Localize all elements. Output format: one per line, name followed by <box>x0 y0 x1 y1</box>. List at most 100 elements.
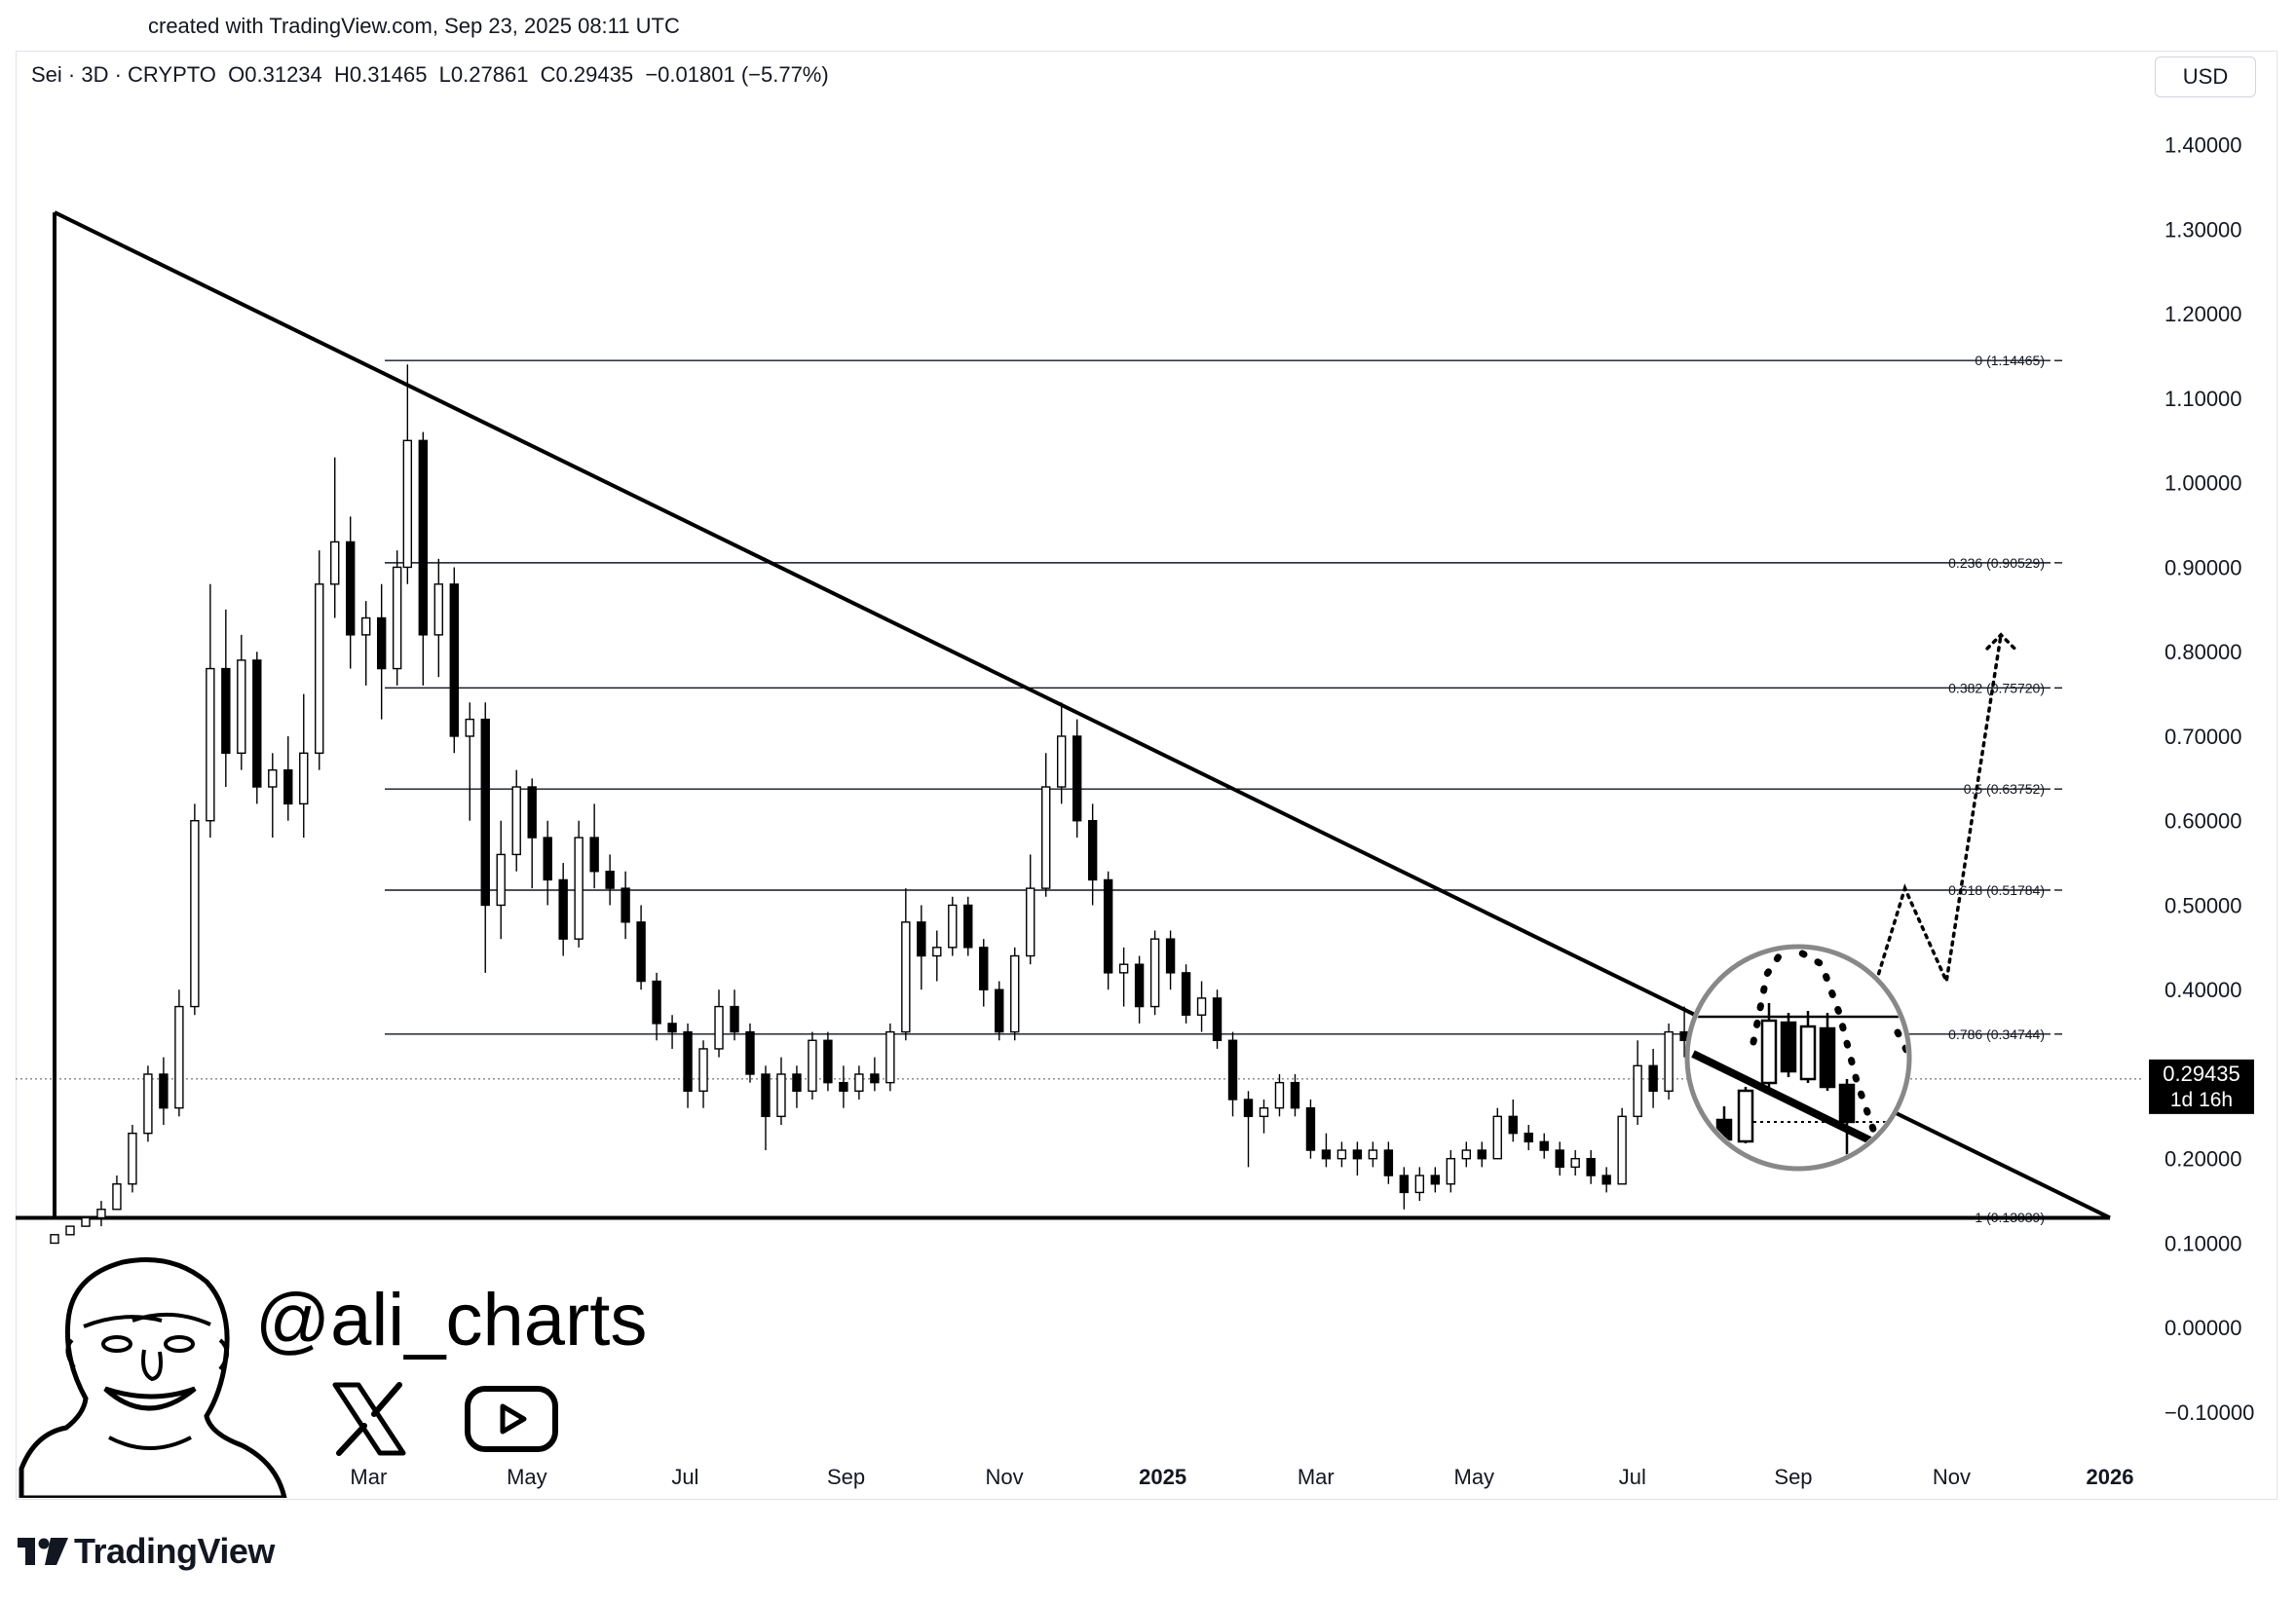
candle <box>268 753 278 839</box>
candle <box>1617 1107 1627 1185</box>
candle-body-up <box>574 837 583 940</box>
candle <box>1368 1141 1378 1168</box>
candle-body-down <box>995 989 1004 1033</box>
candle-body-down <box>683 1030 693 1093</box>
candle-body-up <box>174 1005 184 1109</box>
candle-body-up <box>1010 954 1020 1033</box>
candle <box>1508 1099 1518 1142</box>
candle <box>1181 964 1191 1024</box>
x-icon <box>332 1382 406 1456</box>
candle <box>1227 1031 1238 1117</box>
fib-levels: 0 (1.14465) 0.236 (0.90529) 0.382 (0.75720… <box>16 353 2143 1225</box>
candle <box>283 735 293 821</box>
candle <box>870 1057 880 1092</box>
x-tick-label: Jul <box>671 1465 698 1489</box>
candle <box>1243 1091 1254 1168</box>
candle <box>1072 719 1082 839</box>
candle <box>112 1175 122 1211</box>
candle-body-up <box>433 583 443 636</box>
candle-body-down <box>589 837 599 873</box>
candle-body-down <box>605 871 615 889</box>
header-credit: created with TradingView.com, Sep 23, 20… <box>148 14 680 38</box>
candle <box>885 1023 895 1092</box>
candle <box>901 888 911 1041</box>
candle-body-down <box>543 837 552 881</box>
y-tick-label: 1.10000 <box>2164 387 2242 411</box>
candle-body-down <box>1399 1175 1410 1194</box>
candle-body-down <box>621 887 630 923</box>
candle-body-up <box>948 904 958 949</box>
zoom-candle-body <box>1737 1089 1754 1143</box>
candle <box>979 939 989 1007</box>
currency-button[interactable]: USD <box>2155 56 2256 97</box>
candle-body-down <box>221 667 231 755</box>
y-tick-label: 0.60000 <box>2164 809 2242 834</box>
candle-body-up <box>1414 1175 1425 1194</box>
candle <box>511 769 521 872</box>
candle <box>1539 1133 1549 1159</box>
candle <box>589 803 599 889</box>
legend-open: O0.31234 <box>228 62 322 87</box>
candle <box>1056 702 1067 804</box>
x-tick-label: Jul <box>1619 1465 1646 1489</box>
candle-body-down <box>1087 820 1098 881</box>
candle <box>1383 1141 1394 1184</box>
candle-body-up <box>1041 786 1051 889</box>
candle <box>1134 955 1145 1024</box>
candle-body-down <box>1165 938 1176 974</box>
youtube-icon <box>465 1386 558 1452</box>
candle-body-up <box>402 439 413 569</box>
candle <box>1321 1133 1332 1168</box>
candle-body-down <box>1243 1099 1254 1118</box>
candle-body-up <box>465 718 474 737</box>
candle-body-down <box>1321 1149 1332 1160</box>
candle-body-down <box>558 878 568 940</box>
candle <box>1414 1167 1425 1202</box>
candle-body-down <box>823 1039 833 1084</box>
candle-body-up <box>1118 963 1129 974</box>
y-tick-label: 0.70000 <box>2164 725 2242 749</box>
candle-body-up <box>81 1216 91 1227</box>
price-tag-value: 0.29435 <box>2163 1062 2240 1086</box>
tradingview-logo[interactable]: TradingView <box>18 1531 275 1572</box>
candle-body-down <box>480 718 490 907</box>
candle-body-down <box>1586 1158 1596 1176</box>
candle <box>1633 1040 1642 1126</box>
price-tag-countdown: 1d 16h <box>2170 1089 2233 1111</box>
y-tick-label: 1.00000 <box>2164 471 2242 496</box>
candle-body-down <box>963 904 973 949</box>
candle-body-up <box>808 1039 817 1093</box>
candle <box>376 583 387 720</box>
zoom-overlay <box>1684 632 2018 1172</box>
candle-body-down <box>636 921 646 983</box>
candle <box>1305 1099 1316 1159</box>
candle-body-down <box>979 947 989 990</box>
tradingview-icon <box>18 1538 68 1565</box>
candle-body-down <box>1227 1039 1238 1100</box>
candle-body-down <box>730 1005 739 1033</box>
price-tag <box>2149 1059 2254 1114</box>
candle-body-down <box>1290 1081 1300 1109</box>
candle <box>1570 1150 1580 1176</box>
candle-body-down <box>527 786 537 839</box>
candle-body-down <box>418 439 429 636</box>
candle-body-up <box>299 752 309 805</box>
fib-label-0.786: 0.786 (0.34744) <box>1948 1026 2045 1042</box>
y-tick-label: 0.80000 <box>2164 640 2242 664</box>
candle <box>465 702 474 821</box>
zoom-candle-body <box>1760 1019 1778 1085</box>
candle <box>948 896 958 956</box>
candle-body-up <box>112 1183 122 1211</box>
x-tick-label: Mar <box>1298 1465 1335 1489</box>
candle <box>1087 803 1098 906</box>
x-tick-label: 2025 <box>1139 1465 1186 1489</box>
candle <box>346 516 356 669</box>
candle-body-up <box>511 786 521 856</box>
legend-symbol[interactable]: Sei · 3D · CRYPTO <box>31 62 216 87</box>
fib-label-0.618: 0.618 (0.51784) <box>1948 882 2045 898</box>
candle-body-up <box>714 1005 724 1050</box>
candle <box>1336 1141 1347 1168</box>
candle-body-down <box>1648 1064 1658 1093</box>
candle-body-up <box>1026 887 1035 957</box>
